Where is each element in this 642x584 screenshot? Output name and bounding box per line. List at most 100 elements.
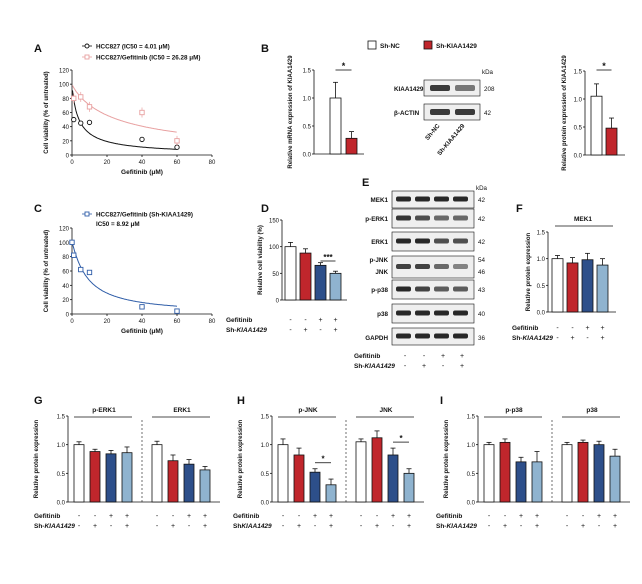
sign-gefitinib: + xyxy=(535,513,539,520)
F-bar xyxy=(596,264,609,313)
I-y-tick-label: 0.5 xyxy=(467,472,476,478)
C-x-tick-label: 40 xyxy=(139,319,146,325)
E-blot-band xyxy=(453,196,468,202)
A-x-tick-label: 0 xyxy=(70,160,74,166)
A-y-tick-label: 20 xyxy=(62,139,69,145)
B-legend-swatch-sh-kiaa xyxy=(423,40,433,50)
sign-sh: - xyxy=(156,523,159,530)
G-y-tick-label: 1.5 xyxy=(57,415,66,421)
E-blot-band xyxy=(453,286,468,292)
H-y-label: Relative protein expression xyxy=(238,419,244,498)
row-label-sh: Sh-KIAA1429 xyxy=(436,523,477,530)
C-legend-label: HCC827/Gefitinib (Sh-KIAA1429) xyxy=(96,212,193,219)
sign-gefitinib: - xyxy=(571,325,574,332)
A-curve-hcc827 xyxy=(72,90,177,150)
I-group-1-bar xyxy=(577,441,589,503)
I-group-1-bar xyxy=(561,444,573,503)
A-y-tick-label: 60 xyxy=(62,111,69,117)
row-label-gefitinib: Gefitinib xyxy=(354,353,380,360)
A-y-tick-label: 40 xyxy=(62,125,69,131)
D-y-tick-label: 100 xyxy=(269,245,280,251)
panel-letter-E: E xyxy=(362,177,369,189)
sign-gefitinib: + xyxy=(187,513,191,520)
sign-sh: + xyxy=(422,363,426,370)
B-legend-sh-nc: Sh-NC xyxy=(380,43,400,50)
E-blot-band xyxy=(453,264,468,269)
E-blot-band xyxy=(415,264,430,269)
G-y-tick-label: 1.0 xyxy=(57,443,66,449)
H-group-1-bar xyxy=(371,437,383,503)
I-y-tick-label: 1.0 xyxy=(467,443,476,449)
sign-gefitinib: + xyxy=(313,513,317,520)
sign-gefitinib: + xyxy=(329,513,333,520)
A-point-hcc827-gefitinib xyxy=(139,109,145,116)
sign-sh: - xyxy=(566,523,569,530)
panel-letter-C: C xyxy=(34,203,42,215)
E-blot-strip xyxy=(391,255,475,279)
I-title: p-p38 xyxy=(505,407,523,414)
B-mrna-bar xyxy=(329,97,342,155)
E-blot-strip xyxy=(391,327,475,346)
B-right-y-tick-label: 1.5 xyxy=(574,70,583,76)
sign-gefitinib: + xyxy=(597,513,601,520)
I-y-tick-label: 1.5 xyxy=(467,415,476,421)
A-point-hcc827-gefitinib xyxy=(174,138,180,144)
F-y-tick-label: 0.0 xyxy=(537,311,546,317)
A-point-hcc827-gefitinib xyxy=(86,104,93,110)
E-blot-strip xyxy=(391,303,475,324)
sign-sh: + xyxy=(407,523,411,530)
E-blot-band xyxy=(434,286,449,292)
H-sig-star: * xyxy=(399,434,403,443)
F-y-tick-label: 1.0 xyxy=(537,257,546,263)
sign-gefitinib: + xyxy=(318,317,322,324)
F-y-tick-label: 0.5 xyxy=(537,284,546,290)
row-label-gefitinib: Gefitinib xyxy=(34,513,60,520)
G-title: ERK1 xyxy=(173,407,191,414)
C-y-tick-label: 60 xyxy=(62,270,69,276)
E-blot-band xyxy=(415,310,430,316)
E-blot-band xyxy=(415,333,430,339)
E-blot-kda: 54 xyxy=(478,257,486,264)
H-group-1-bar xyxy=(387,454,399,503)
sign-sh: - xyxy=(314,523,317,530)
I-group-0-bar xyxy=(515,461,527,503)
G-title: p-ERK1 xyxy=(92,407,116,414)
A-point-hcc827 xyxy=(78,120,84,126)
E-blot-band xyxy=(396,196,411,202)
D-bar xyxy=(284,246,297,301)
B-protein-bar xyxy=(590,95,603,156)
H-group-0-bar xyxy=(293,454,305,503)
E-blot-band xyxy=(453,238,468,244)
E-kda-title: kDa xyxy=(476,185,488,192)
C-y-label: Cell viability (% of untreated) xyxy=(44,230,50,312)
E-blot-band xyxy=(415,196,430,202)
sign-sh: + xyxy=(125,523,129,530)
H-y-tick-label: 0.5 xyxy=(261,472,270,478)
E-blot-band xyxy=(453,310,468,316)
sign-sh: + xyxy=(329,523,333,530)
F-bar xyxy=(581,259,594,313)
sign-sh: - xyxy=(586,335,589,342)
I-title: p38 xyxy=(586,407,598,414)
B-y-tick-label: 0.5 xyxy=(303,125,312,131)
sign-gefitinib: - xyxy=(556,325,559,332)
row-label-gefitinib: Gefitinib xyxy=(512,325,538,332)
sign-sh: + xyxy=(503,523,507,530)
G-group-0-bar xyxy=(89,451,101,503)
I-group-0-bar xyxy=(531,461,543,503)
C-point xyxy=(139,304,145,310)
B-y-tick-label: 1.5 xyxy=(303,69,312,75)
sign-sh: + xyxy=(600,335,604,342)
C-point xyxy=(69,239,75,245)
E-blot-kda: 42 xyxy=(478,216,486,223)
G-group-1-bar xyxy=(199,469,211,503)
A-legend-marker-1 xyxy=(84,43,90,49)
E-blot-kda: 43 xyxy=(478,287,486,294)
row-label-sh: Sh-KIAA1429 xyxy=(354,363,395,370)
H-group-1-bar xyxy=(355,441,367,503)
C-x-tick-label: 20 xyxy=(104,319,111,325)
sign-sh: - xyxy=(360,523,363,530)
E-blot-band xyxy=(434,238,449,244)
sign-sh: + xyxy=(297,523,301,530)
row-label-gefitinib: Gefitinib xyxy=(436,513,462,520)
